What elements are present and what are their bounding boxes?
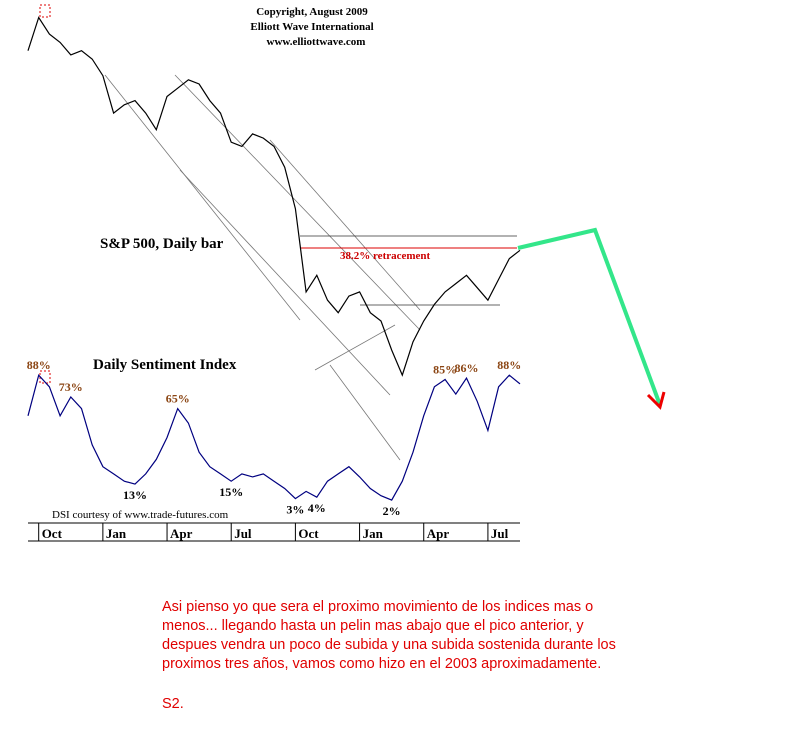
data-label: 15%	[219, 485, 243, 499]
data-label: 85%	[433, 363, 457, 377]
x-tick-label: Oct	[298, 526, 319, 541]
header-line: Elliott Wave International	[250, 21, 373, 33]
x-tick-label: Apr	[427, 526, 450, 541]
note-line: despues vendra un poco de subida y una s…	[162, 637, 616, 653]
data-label: 88%	[497, 358, 521, 372]
header-line: Copyright, August 2009	[256, 6, 368, 18]
series-label: Daily Sentiment Index	[93, 357, 237, 373]
x-tick-label: Oct	[42, 526, 63, 541]
x-tick-label: Jan	[363, 526, 384, 541]
annotation: DSI courtesy of www.trade-futures.com	[52, 509, 229, 521]
data-label: 3%	[286, 503, 304, 517]
data-label: 65%	[166, 392, 190, 406]
forecast-arrow	[517, 227, 662, 406]
note-line: proximos tres años, vamos como hizo en e…	[162, 656, 601, 672]
data-label: 73%	[59, 380, 83, 394]
annotation: 38.2% retracement	[340, 250, 431, 262]
series-line	[27, 16, 521, 377]
note-line: Asi pienso yo que sera el proximo movimi…	[162, 599, 593, 615]
channel-lines	[104, 74, 517, 461]
x-tick-label: Apr	[170, 526, 193, 541]
header-line: www.elliottwave.com	[267, 36, 366, 48]
x-tick-label: Jul	[491, 526, 509, 541]
data-label: 2%	[383, 504, 401, 518]
data-label: 4%	[308, 501, 326, 515]
data-label: 86%	[455, 361, 479, 375]
signature: S2.	[162, 696, 184, 712]
x-tick-label: Jul	[234, 526, 252, 541]
peak-marker	[39, 4, 51, 18]
series-label: S&P 500, Daily bar	[100, 236, 224, 252]
arrow-head	[646, 391, 666, 410]
data-label: 88%	[27, 358, 51, 372]
note-line: menos... llegando hasta un pelin mas aba…	[162, 618, 584, 634]
series-line	[27, 373, 521, 501]
x-tick-label: Jan	[106, 526, 127, 541]
data-label: 13%	[123, 488, 147, 502]
